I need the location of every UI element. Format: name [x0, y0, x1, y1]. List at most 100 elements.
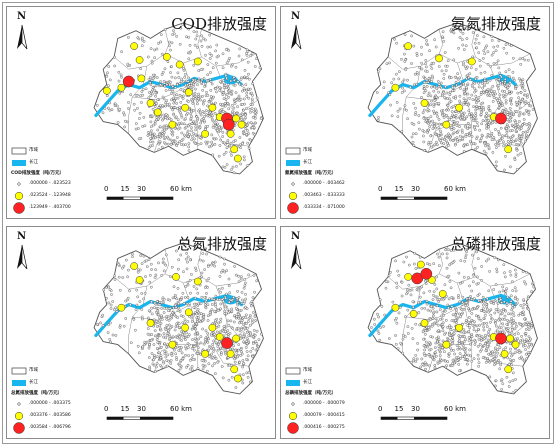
site-low	[505, 92, 508, 96]
site-low	[134, 122, 138, 125]
site-low	[489, 87, 493, 91]
site-low	[403, 335, 407, 338]
site-low	[493, 352, 497, 355]
site-low	[502, 300, 506, 304]
site-low	[179, 26, 182, 30]
site-low	[485, 345, 489, 348]
site-low	[193, 97, 197, 101]
site-low	[393, 37, 396, 41]
site-low	[240, 350, 243, 354]
site-low	[506, 329, 510, 332]
site-low	[115, 310, 119, 313]
site-low	[154, 268, 157, 272]
site-low	[439, 139, 442, 142]
site-low	[146, 55, 150, 59]
site-low	[223, 165, 227, 169]
site-low	[249, 138, 252, 142]
site-mid	[201, 350, 209, 358]
site-low	[118, 324, 122, 327]
site-low	[449, 286, 453, 290]
site-low	[158, 319, 161, 323]
site-low	[175, 93, 179, 97]
site-low	[421, 362, 425, 366]
site-low	[149, 125, 153, 129]
site-low	[452, 123, 456, 127]
site-low	[506, 135, 510, 139]
site-low	[508, 107, 512, 110]
site-low	[403, 104, 407, 107]
site-low	[503, 275, 507, 279]
site-low	[445, 141, 449, 145]
site-mid	[237, 120, 246, 129]
site-low	[157, 351, 161, 355]
site-low	[401, 351, 404, 355]
site-low	[440, 109, 443, 113]
legend-class-label: .000000 - .003375	[29, 401, 71, 406]
site-low	[221, 135, 224, 138]
site-low	[251, 123, 255, 126]
site-low	[482, 90, 485, 94]
site-low	[221, 110, 225, 113]
site-low	[186, 320, 190, 323]
site-low	[190, 316, 194, 320]
site-low	[426, 343, 430, 347]
site-low	[509, 299, 513, 303]
site-low	[499, 100, 503, 104]
site-low	[242, 315, 245, 319]
site-low	[222, 299, 225, 303]
site-low	[520, 97, 524, 101]
site-low	[224, 74, 228, 78]
site-low	[211, 125, 215, 129]
site-low	[443, 283, 447, 287]
site-low	[490, 317, 494, 321]
site-low	[420, 53, 423, 56]
site-low	[196, 142, 200, 146]
site-low	[413, 262, 416, 266]
site-low	[429, 64, 433, 67]
site-low	[431, 76, 435, 80]
site-low	[477, 361, 481, 365]
site-low	[475, 324, 479, 328]
site-low	[472, 328, 476, 332]
scale-bar-label: 15	[394, 405, 404, 413]
scale-bar-label: 15	[120, 405, 130, 413]
site-low	[153, 301, 157, 305]
site-mid	[172, 273, 180, 281]
site-low	[399, 341, 403, 345]
site-low	[144, 87, 148, 91]
site-low	[523, 344, 527, 348]
site-low	[478, 139, 482, 142]
site-low	[479, 309, 483, 312]
site-low	[161, 257, 165, 261]
site-low	[504, 292, 507, 296]
site-low	[398, 107, 402, 111]
site-mid	[232, 114, 240, 123]
site-low	[225, 332, 229, 336]
site-low	[143, 291, 147, 295]
site-low	[518, 102, 522, 106]
site-low	[183, 296, 187, 299]
site-low	[168, 298, 172, 302]
site-low	[229, 92, 233, 96]
site-low	[512, 319, 515, 322]
site-low	[390, 114, 394, 118]
site-low	[148, 367, 152, 371]
site-low	[433, 346, 437, 349]
site-low	[397, 274, 401, 277]
site-low	[378, 67, 382, 71]
site-low	[244, 297, 248, 301]
site-low	[242, 323, 245, 327]
site-low	[457, 46, 460, 50]
site-low	[221, 376, 225, 380]
site-low	[196, 331, 199, 335]
site-low	[200, 295, 204, 299]
site-low	[213, 309, 216, 313]
site-low	[135, 288, 139, 292]
site-low	[429, 94, 433, 98]
site-low	[501, 134, 504, 138]
site-low	[441, 325, 445, 328]
site-low	[439, 81, 443, 85]
site-low	[513, 297, 517, 300]
site-low	[149, 137, 153, 140]
site-low	[175, 358, 179, 362]
